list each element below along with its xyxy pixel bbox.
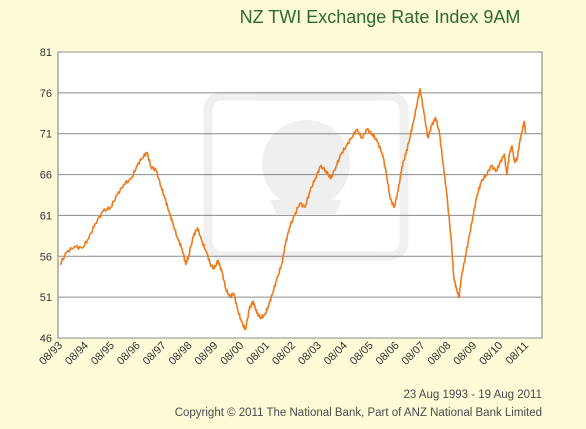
x-tick-label: 08/06 xyxy=(374,340,402,368)
x-tick-label: 08/09 xyxy=(451,340,479,368)
gridlines xyxy=(58,51,542,339)
copyright: Copyright © 2011 The National Bank, Part… xyxy=(175,407,542,419)
series-line xyxy=(59,88,527,331)
chart-title: NZ TWI Exchange Rate Index 9AM xyxy=(240,7,521,27)
y-tick-labels: 46 51 56 61 66 71 76 81 xyxy=(40,47,52,345)
x-tick-label: 08/11 xyxy=(504,340,531,367)
y-tick-label: 51 xyxy=(40,292,52,304)
plot-area xyxy=(57,51,543,339)
x-tick-label: 08/97 xyxy=(141,340,169,368)
x-tick-labels: 08/9308/9408/9508/9608/9708/9808/9908/00… xyxy=(37,340,531,368)
y-tick-label: 56 xyxy=(40,251,52,263)
x-tick-label: 08/99 xyxy=(193,340,221,368)
y-tick-label: 71 xyxy=(40,129,52,141)
y-tick-label: 61 xyxy=(40,210,52,222)
x-tick-label: 08/95 xyxy=(89,340,117,368)
x-tick-label: 08/03 xyxy=(296,340,324,368)
x-tick-label: 08/10 xyxy=(477,340,505,368)
date-range: 23 Aug 1993 - 19 Aug 2011 xyxy=(403,389,542,401)
x-tick-label: 08/07 xyxy=(400,340,428,368)
x-tick-label: 08/94 xyxy=(63,340,91,368)
x-tick-label: 08/01 xyxy=(244,340,272,368)
x-tick-label: 08/00 xyxy=(218,340,246,368)
x-tick-label: 08/96 xyxy=(115,340,143,368)
x-tick-label: 08/02 xyxy=(270,340,298,368)
x-tick-label: 08/08 xyxy=(426,340,454,368)
y-tick-label: 81 xyxy=(40,47,52,59)
x-tick-label: 08/98 xyxy=(167,340,195,368)
x-tick-label: 08/04 xyxy=(322,340,350,368)
y-tick-label: 46 xyxy=(40,333,52,345)
x-tick-label: 08/05 xyxy=(348,340,376,368)
y-tick-label: 76 xyxy=(40,88,52,100)
watermark-logo xyxy=(203,91,409,261)
y-tick-label: 66 xyxy=(40,170,52,182)
